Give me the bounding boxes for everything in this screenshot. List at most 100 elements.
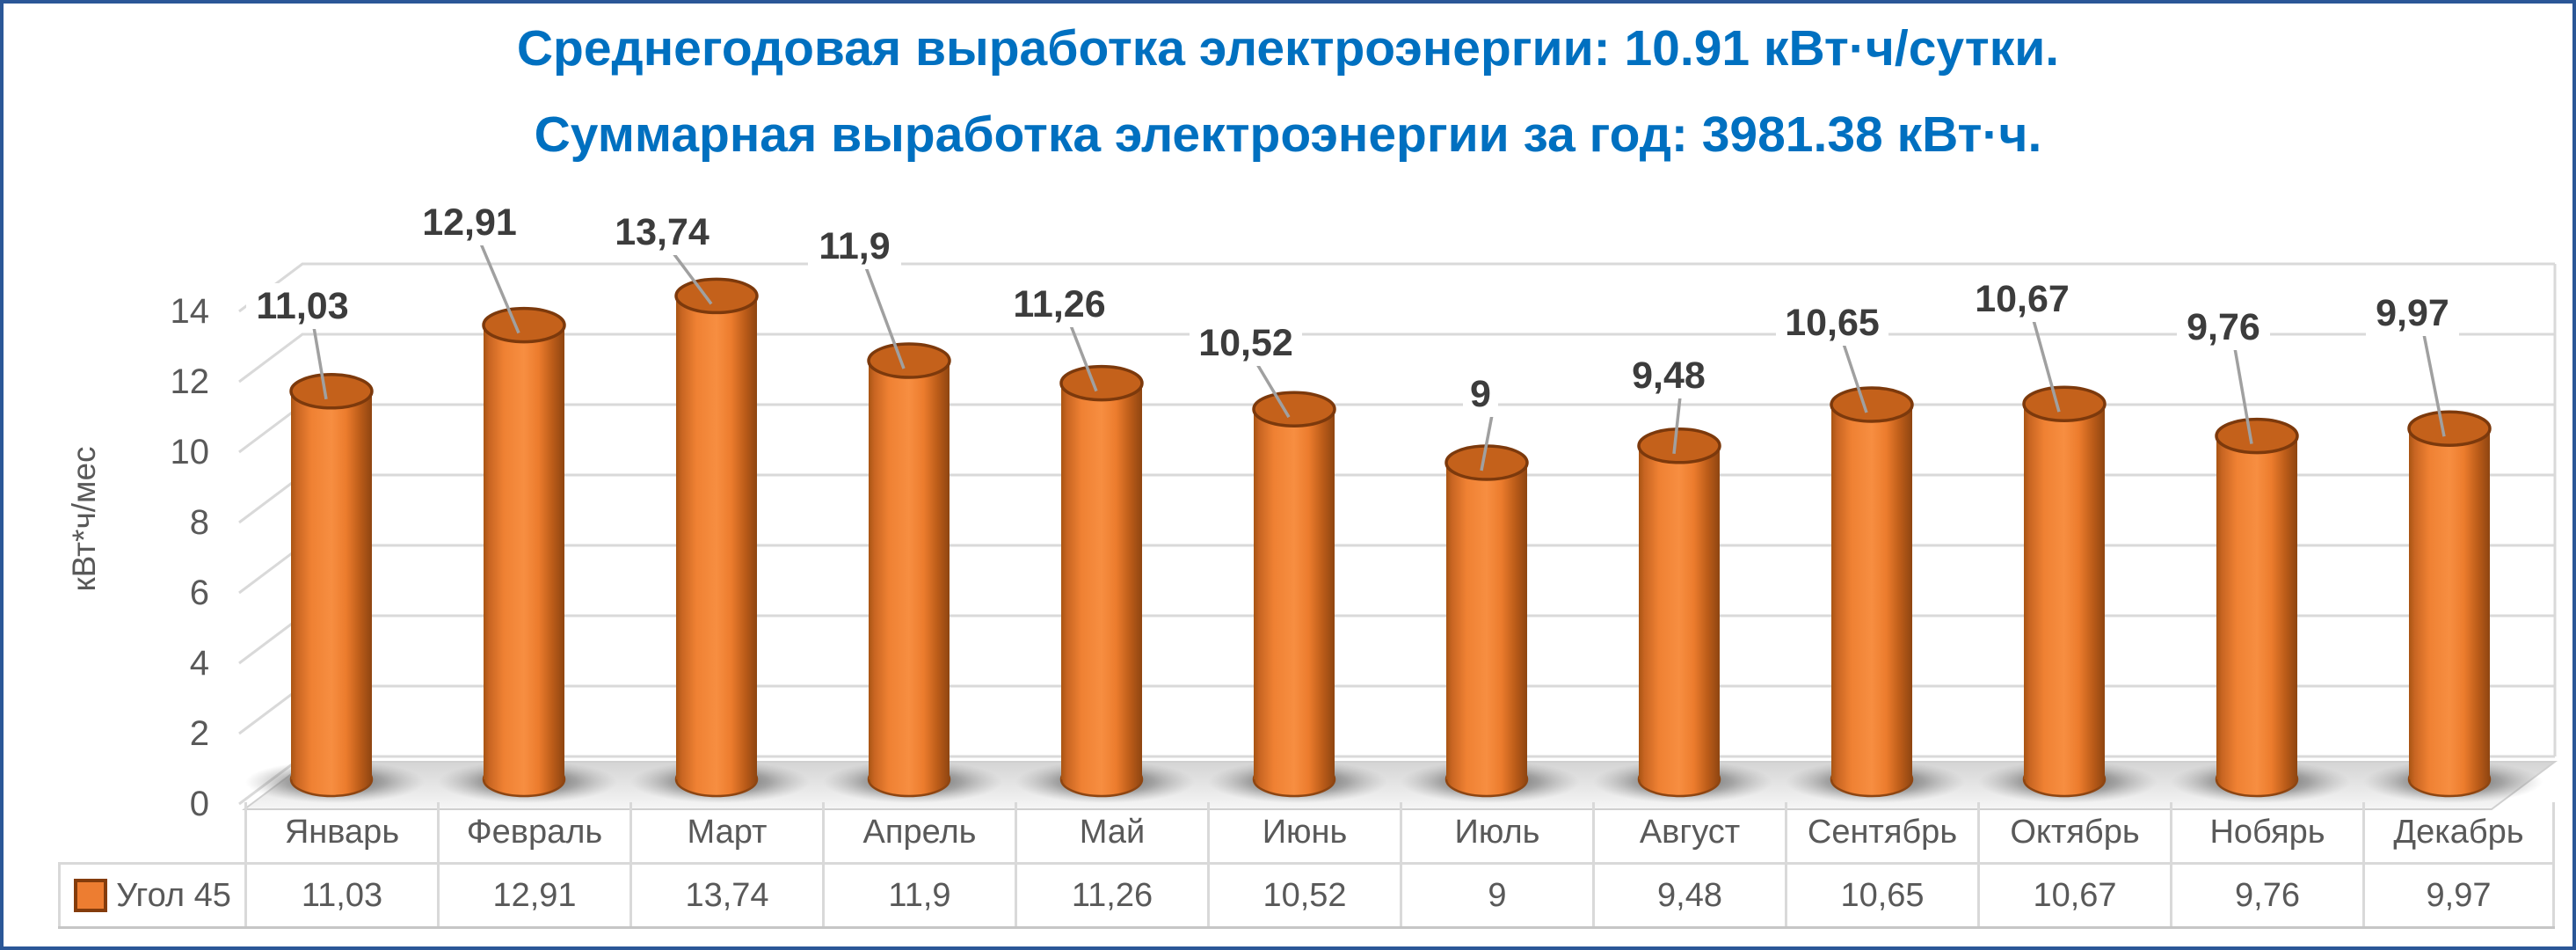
gridline	[238, 614, 2555, 665]
cylinder-top-cap	[1059, 364, 1144, 402]
title-1-value: 10.91	[1624, 20, 1750, 77]
data-label-leader-line	[479, 243, 520, 334]
data-label-leader-line	[312, 326, 328, 400]
data-label: 10,52	[1198, 322, 1293, 364]
cylinder-body	[2409, 428, 2490, 779]
data-label-leader-line	[1255, 363, 1291, 419]
data-label-background	[1463, 371, 1498, 417]
data-label-background	[246, 283, 359, 329]
cylinder-body	[2216, 435, 2297, 779]
data-label: 10,67	[1975, 278, 2070, 320]
gridline	[238, 473, 2555, 524]
y-axis-tick-label: 10	[171, 433, 210, 471]
cylinder-bar	[1786, 386, 1965, 803]
data-label-background	[1622, 353, 1715, 398]
data-label: 10,65	[1785, 302, 1880, 344]
cylinder-bar	[1208, 391, 1387, 803]
table-value-cell: 10,65	[1785, 865, 1977, 926]
table-month-header: Июнь	[1207, 802, 1400, 862]
cylinder-bar	[1593, 428, 1772, 803]
data-label-leader-line	[1672, 396, 1682, 454]
y-axis-tick-label: 2	[190, 714, 209, 753]
table-value-cell: 10,52	[1207, 865, 1400, 926]
data-label-leader-line	[864, 267, 906, 369]
table-month-header: Январь	[244, 802, 437, 862]
table-month-header: Декабрь	[2362, 802, 2555, 862]
title-2-suffix: кВт·ч.	[1882, 106, 2042, 163]
cylinder-body	[291, 391, 372, 779]
cylinder-top-cap	[289, 373, 374, 410]
gridline	[238, 403, 2555, 454]
y-axis-tick-label: 6	[190, 574, 209, 612]
table-value-cell: 13,74	[629, 865, 822, 926]
data-label-background	[1190, 320, 1302, 366]
table-month-header: Март	[629, 802, 822, 862]
data-label-background	[606, 209, 718, 255]
cylinder-bar	[438, 306, 617, 803]
cylinder-bar	[245, 373, 425, 803]
cylinder-top-cap	[867, 342, 951, 379]
table-value-cell: 11,26	[1015, 865, 1207, 926]
data-label: 11,26	[1013, 283, 1105, 325]
title-1-suffix: кВт·ч/сутки.	[1750, 20, 2060, 77]
cylinder-bar	[2171, 417, 2350, 803]
data-label-background	[808, 223, 901, 269]
data-label-background	[1003, 281, 1116, 327]
cylinder-top-cap	[482, 306, 566, 344]
gridline	[238, 684, 2555, 735]
gridline	[238, 262, 2555, 313]
legend-series-label: Угол 45	[116, 876, 231, 914]
cylinder-body	[1254, 409, 1335, 779]
table-month-header: Сентябрь	[1785, 802, 1977, 862]
cylinder-top-cap	[2215, 417, 2299, 455]
cylinder-body	[1446, 463, 1527, 779]
chart-title: Среднегодовая выработка электроэнергии: …	[0, 19, 2576, 164]
table-value-cell: 9,97	[2362, 865, 2555, 926]
y-axis-title: кВт*ч/мес	[66, 446, 102, 591]
table-value-cell: 9,48	[1592, 865, 1785, 926]
table-month-header: Нобярь	[2170, 802, 2362, 862]
cylinder-body	[1831, 405, 1912, 779]
data-label: 9,76	[2187, 306, 2260, 348]
title-2-prefix: Суммарная выработка электроэнергии за го…	[534, 106, 1702, 163]
chart-title-line-1: Среднегодовая выработка электроэнергии: …	[0, 19, 2576, 77]
data-label-background	[1966, 276, 2078, 322]
cylinder-body	[1639, 445, 1720, 779]
y-axis-tick-label: 8	[190, 503, 209, 542]
table-value-cell: 11,9	[822, 865, 1015, 926]
table-month-header: Май	[1015, 802, 1207, 862]
legend-swatch-icon	[74, 879, 108, 912]
y-axis-tick-label: 4	[190, 644, 209, 683]
data-label-leader-line	[2422, 333, 2446, 437]
legend-cell: Угол 45	[58, 865, 244, 926]
table-value-cell: 12,91	[437, 865, 629, 926]
cylinder-body	[1061, 383, 1142, 779]
cylinder-bar	[1015, 364, 1195, 803]
data-label: 11,9	[819, 225, 890, 267]
data-label-leader-line	[672, 252, 713, 305]
table-value-cell: 9,76	[2170, 865, 2362, 926]
table-month-header: Октябрь	[1977, 802, 2170, 862]
title-1-prefix: Среднегодовая выработка электроэнергии:	[516, 20, 1625, 77]
table-month-header: Август	[1592, 802, 1785, 862]
table-value-cell: 10,67	[1977, 865, 2170, 926]
data-table: Январь Февраль Март Апрель Май Июнь Июль Август…	[58, 802, 2555, 929]
data-label: 9	[1470, 373, 1491, 415]
cylinder-body	[676, 296, 757, 779]
cylinder-top-cap	[1830, 386, 1914, 423]
data-table-header-row: Январь Февраль Март Апрель Май Июнь Июль Август…	[244, 802, 2555, 862]
cylinder-bar	[1401, 444, 1580, 803]
table-month-header: Апрель	[822, 802, 1015, 862]
table-value-cell: 9	[1400, 865, 1592, 926]
y-axis-tick-label: 12	[171, 362, 210, 401]
data-label-leader-line	[2233, 347, 2253, 444]
table-month-header: Июль	[1400, 802, 1592, 862]
cylinder-body	[869, 361, 950, 779]
cylinder-top-cap	[2022, 385, 2107, 422]
data-label-leader-line	[1069, 325, 1098, 392]
gridline	[238, 544, 2555, 595]
title-2-value: 3981.38	[1701, 106, 1883, 163]
table-value-cell: 11,03	[244, 865, 437, 926]
data-label-background	[2177, 304, 2270, 350]
